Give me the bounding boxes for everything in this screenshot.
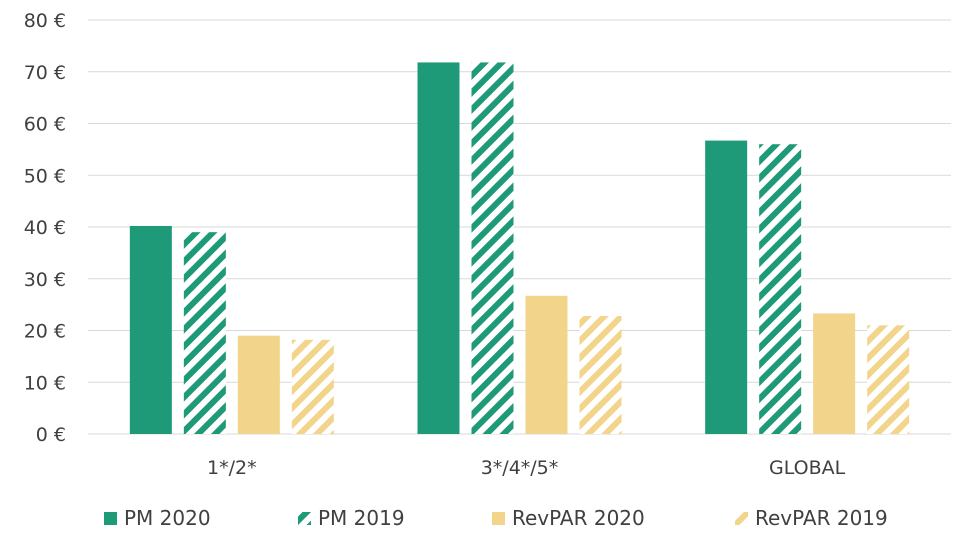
legend-swatch [735,512,748,525]
y-axis-ticks: 0 € 10 € 20 € 30 € 40 € 50 € 60 € 70 € 80 € [24,10,66,446]
legend-swatch [492,512,505,525]
bar-revpar-2020 [237,335,280,434]
y-tick-label: 80 € [24,10,66,32]
x-tick-label: 3*/4*/5* [481,457,559,479]
bar-pm-2020 [417,62,460,435]
y-tick-label: 30 € [24,269,66,291]
x-tick-label: 1*/2* [207,457,257,479]
y-tick-label: 50 € [24,165,66,187]
bar-pm-2019 [183,232,226,434]
bar-pm-2019 [471,62,514,435]
x-axis-ticks: 1*/2* 3*/4*/5* GLOBAL [207,457,846,479]
legend-swatch [298,512,311,525]
gridlines [88,19,951,435]
legend-item-pm-2019: PM 2019 [298,506,405,530]
legend: PM 2020 PM 2019 RevPAR 2020 RevPAR 2019 [104,506,888,530]
bar-revpar-2019 [867,325,910,434]
y-tick-label: 20 € [24,321,66,343]
bar-pm-2019 [759,144,802,434]
bar-pm-2020 [129,225,172,434]
legend-label: PM 2020 [124,506,211,530]
bar-revpar-2019 [579,316,622,434]
legend-item-revpar-2020: RevPAR 2020 [492,506,645,530]
y-tick-label: 0 € [36,424,66,446]
bar-revpar-2019 [291,339,334,434]
bar-pm-2020 [705,140,748,434]
legend-item-revpar-2019: RevPAR 2019 [735,506,888,530]
bar-revpar-2020 [813,313,856,434]
legend-swatch [104,512,117,525]
y-tick-label: 70 € [24,62,66,84]
legend-label: RevPAR 2019 [755,506,888,530]
bars [129,62,910,435]
legend-label: RevPAR 2020 [512,506,645,530]
bar-revpar-2020 [525,295,568,434]
x-tick-label: GLOBAL [769,457,846,479]
legend-item-pm-2020: PM 2020 [104,506,211,530]
y-tick-label: 60 € [24,114,66,136]
y-tick-label: 10 € [24,372,66,394]
y-tick-label: 40 € [24,217,66,239]
legend-label: PM 2019 [318,506,405,530]
